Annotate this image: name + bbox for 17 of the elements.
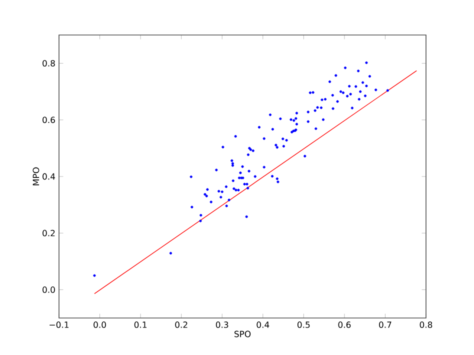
y-axis-title: MPO bbox=[32, 167, 40, 186]
x-tick-label: 0.7 bbox=[379, 322, 392, 328]
y-tick-label: 0.4 bbox=[42, 173, 55, 180]
x-tick-label: 0.1 bbox=[134, 322, 147, 328]
x-tick-label: 0.2 bbox=[175, 322, 188, 328]
x-tick-label: 0.3 bbox=[216, 322, 228, 328]
x-tick-label: 0.8 bbox=[420, 322, 432, 328]
x-axis-title: SPO bbox=[234, 330, 251, 338]
y-tick-label: 0.2 bbox=[42, 230, 55, 236]
x-tick-label: −0.1 bbox=[50, 322, 69, 328]
y-tick-label: 0.6 bbox=[42, 116, 55, 124]
y-tick-label: 0.8 bbox=[42, 60, 55, 67]
x-tick-label: 0.0 bbox=[94, 322, 106, 328]
x-tick-label: 0.5 bbox=[297, 322, 310, 328]
x-tick-label: 0.6 bbox=[338, 322, 351, 328]
x-tick-label: 0.4 bbox=[256, 322, 270, 328]
y-tick-label: 0.0 bbox=[42, 286, 55, 293]
